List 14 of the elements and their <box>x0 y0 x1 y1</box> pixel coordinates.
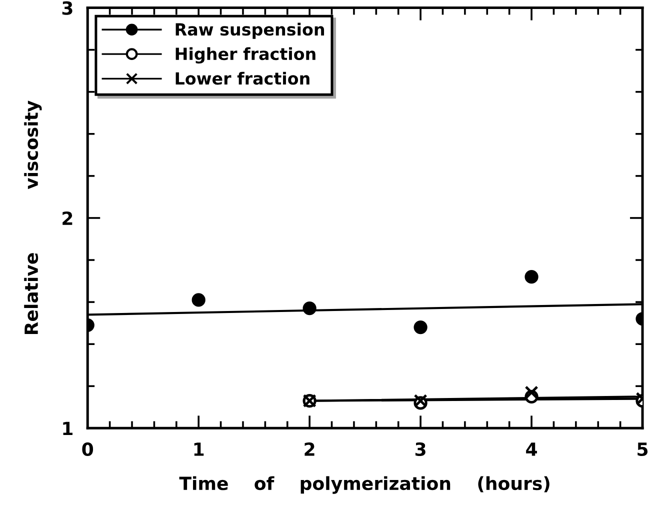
x-tick-label: 4 <box>526 442 537 456</box>
y-axis-title: Relative viscosity <box>24 100 42 334</box>
legend-label: Higher fraction <box>176 47 316 64</box>
legend-label: Raw suspension <box>176 22 324 39</box>
legend-label: Lower fraction <box>176 72 310 85</box>
x-tick-label: 0 <box>82 442 94 456</box>
y-tick-label: 2 <box>62 211 72 225</box>
x-axis-title: Time of polymerization (hours) <box>179 476 550 494</box>
x-tick-label: 1 <box>194 442 204 456</box>
x-tick-label: 2 <box>304 442 314 456</box>
y-tick-label: 3 <box>62 1 72 15</box>
x-tick-label: 5 <box>638 442 648 456</box>
x-tick-label: 3 <box>415 442 426 456</box>
y-tick-label: 1 <box>63 422 72 436</box>
